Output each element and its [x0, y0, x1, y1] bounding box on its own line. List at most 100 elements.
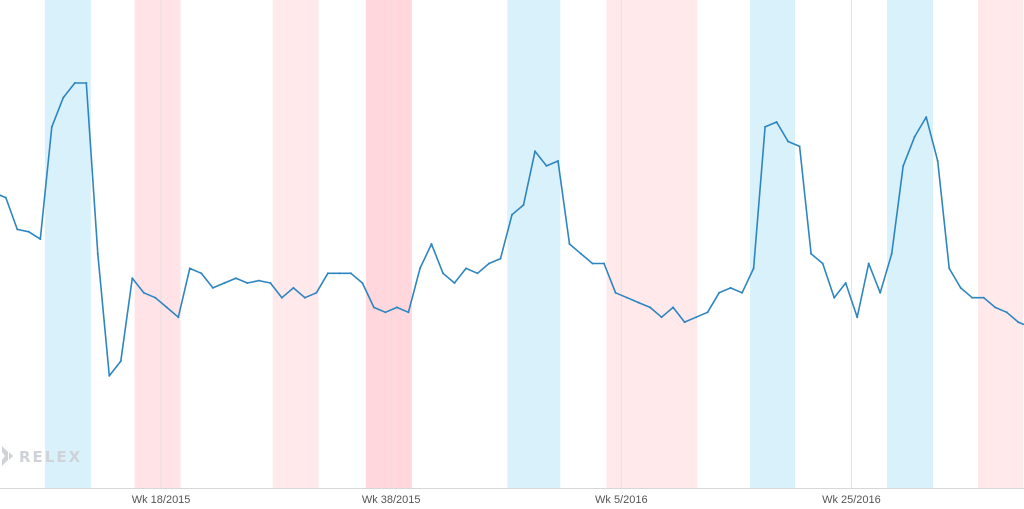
data-point-56[interactable]: [626, 296, 629, 299]
watermark-logo: RELEX: [2, 446, 80, 466]
data-point-19[interactable]: [200, 272, 203, 275]
data-point-71[interactable]: [798, 145, 801, 148]
data-point-29[interactable]: [315, 291, 318, 294]
data-point-86[interactable]: [971, 296, 974, 299]
data-point-55[interactable]: [614, 291, 617, 294]
data-point-26[interactable]: [280, 296, 283, 299]
data-point-63[interactable]: [706, 311, 709, 314]
data-point-70[interactable]: [787, 140, 790, 143]
data-point-8[interactable]: [73, 82, 76, 84]
data-point-36[interactable]: [395, 306, 398, 309]
data-point-37[interactable]: [407, 311, 410, 314]
data-point-81[interactable]: [913, 135, 916, 138]
data-point-28[interactable]: [303, 296, 306, 299]
data-point-53[interactable]: [591, 262, 594, 265]
data-point-2[interactable]: [4, 196, 7, 199]
data-point-72[interactable]: [810, 252, 813, 255]
data-point-47[interactable]: [522, 204, 525, 206]
data-point-21[interactable]: [223, 282, 226, 284]
highlight-band-3: [272, 0, 319, 488]
grid-lines: [160, 0, 852, 488]
data-point-22[interactable]: [234, 277, 237, 280]
data-point-24[interactable]: [257, 279, 260, 282]
data-point-49[interactable]: [545, 164, 548, 167]
data-point-77[interactable]: [867, 262, 870, 265]
series-layer: [0, 82, 1024, 377]
data-point-42[interactable]: [465, 267, 467, 270]
data-point-41[interactable]: [453, 282, 456, 284]
data-point-76[interactable]: [856, 316, 859, 319]
data-point-59[interactable]: [660, 316, 663, 319]
data-point-46[interactable]: [511, 213, 513, 216]
data-point-3[interactable]: [16, 228, 19, 231]
data-point-78[interactable]: [879, 291, 882, 294]
data-point-33[interactable]: [361, 282, 364, 284]
data-point-38[interactable]: [419, 267, 421, 270]
data-point-65[interactable]: [729, 286, 732, 289]
data-point-69[interactable]: [775, 121, 778, 123]
data-point-16[interactable]: [165, 306, 168, 309]
data-point-75[interactable]: [844, 282, 847, 284]
data-point-67[interactable]: [752, 267, 755, 270]
data-point-34[interactable]: [372, 306, 375, 309]
data-point-90[interactable]: [1017, 321, 1020, 324]
data-point-58[interactable]: [649, 306, 652, 309]
data-point-7[interactable]: [62, 96, 65, 99]
highlight-band-9: [977, 0, 1023, 488]
data-point-52[interactable]: [580, 252, 582, 255]
data-point-20[interactable]: [211, 286, 214, 289]
data-point-45[interactable]: [499, 257, 502, 260]
data-point-74[interactable]: [833, 296, 836, 299]
data-point-51[interactable]: [568, 243, 571, 245]
highlight-band-8: [887, 0, 934, 488]
data-point-4[interactable]: [27, 230, 30, 233]
data-point-18[interactable]: [188, 267, 191, 270]
data-point-48[interactable]: [534, 150, 536, 153]
highlight-band-7: [750, 0, 796, 488]
data-point-79[interactable]: [890, 252, 893, 255]
data-point-73[interactable]: [821, 262, 824, 265]
data-point-60[interactable]: [672, 306, 675, 309]
data-point-87[interactable]: [982, 296, 985, 299]
data-point-68[interactable]: [764, 125, 767, 128]
data-point-12[interactable]: [119, 360, 122, 363]
data-point-44[interactable]: [488, 262, 490, 265]
data-point-57[interactable]: [637, 301, 640, 304]
data-point-9[interactable]: [85, 82, 88, 84]
data-point-54[interactable]: [603, 262, 605, 265]
data-point-39[interactable]: [430, 243, 433, 245]
data-point-40[interactable]: [442, 272, 444, 275]
data-point-43[interactable]: [476, 272, 479, 275]
data-point-11[interactable]: [108, 374, 111, 377]
data-point-32[interactable]: [349, 272, 352, 275]
data-point-50[interactable]: [557, 160, 559, 162]
data-point-31[interactable]: [338, 272, 341, 275]
data-point-10[interactable]: [96, 252, 99, 255]
data-point-85[interactable]: [959, 286, 962, 289]
data-point-1[interactable]: [0, 194, 1, 197]
data-point-61[interactable]: [683, 321, 686, 324]
data-point-64[interactable]: [718, 291, 721, 294]
data-point-84[interactable]: [948, 267, 951, 270]
data-point-30[interactable]: [326, 272, 329, 275]
data-point-62[interactable]: [695, 316, 698, 319]
data-point-35[interactable]: [384, 311, 387, 314]
data-point-17[interactable]: [177, 316, 180, 319]
data-point-89[interactable]: [1005, 311, 1008, 314]
data-point-14[interactable]: [142, 291, 145, 294]
data-point-25[interactable]: [269, 282, 272, 284]
data-point-6[interactable]: [50, 125, 53, 128]
data-point-13[interactable]: [131, 277, 134, 280]
x-tick-label-4: Wk 25/2016: [822, 494, 881, 506]
data-point-5[interactable]: [39, 238, 42, 241]
data-point-82[interactable]: [925, 116, 928, 119]
data-point-15[interactable]: [154, 296, 157, 299]
data-point-88[interactable]: [994, 306, 997, 309]
data-point-80[interactable]: [902, 164, 905, 167]
data-point-66[interactable]: [741, 291, 744, 294]
x-tick-label-1: Wk 18/2015: [132, 494, 191, 506]
highlight-band-5: [507, 0, 561, 488]
data-point-23[interactable]: [246, 282, 249, 284]
data-point-83[interactable]: [936, 160, 939, 162]
data-point-27[interactable]: [292, 286, 295, 289]
